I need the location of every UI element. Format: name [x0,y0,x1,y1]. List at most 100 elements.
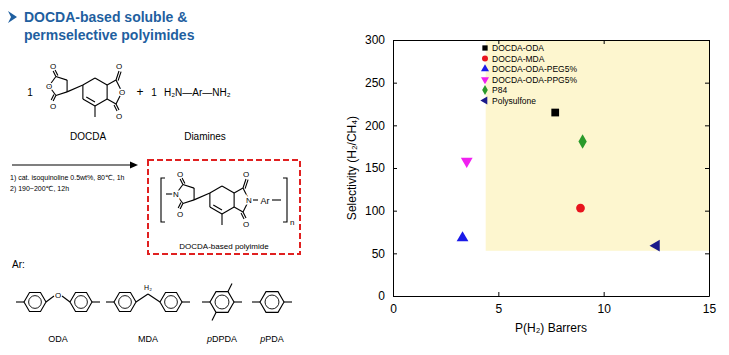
bond [107,99,116,104]
atom: O [116,112,122,121]
ar-group-name: MDA [138,334,158,344]
bond [183,200,194,204]
tick-mark [705,40,709,41]
bond [222,186,234,193]
bond [148,294,160,302]
shaded-region [486,40,709,251]
bond [183,184,194,188]
aromatic-circle [165,296,178,309]
aromatic-circle [119,296,132,309]
atom: O [177,170,183,179]
coefficient: 1 [27,87,33,98]
aromatic-circle [29,296,42,309]
bullet [8,11,17,23]
tick-label: 50 [372,247,386,261]
ar-group-name: pDPDA [206,334,237,344]
tick-mark [705,125,709,126]
bracket [283,178,287,222]
tick-label: 0 [390,302,397,316]
ar-label: Ar: [12,259,25,270]
bond [222,207,234,214]
bond [221,214,222,225]
y-right-axis [705,41,710,297]
bond [284,301,292,302]
x-tick: 10 [597,292,611,316]
bond [234,301,242,302]
bond [178,203,181,209]
point [650,240,660,252]
bond [194,193,210,200]
bond [209,193,210,207]
y-tick: 50 [372,247,397,261]
bond [95,78,107,85]
bond [272,199,281,200]
diamine-name: Diamines [184,131,226,142]
tick-mark [705,211,709,212]
tick-label: 0 [378,289,385,303]
tick-mark [604,40,605,44]
bond [194,188,195,200]
legend-symbol [482,85,488,95]
ring [260,292,284,313]
atom: O [116,62,122,71]
ar: Ar [261,196,270,206]
ar-group-name: pPDA [259,334,284,344]
y-tick: 250 [365,76,397,90]
bond [213,205,222,210]
bond [212,312,216,320]
y-axis: 050100150200250300 [365,33,397,303]
atom: O [46,82,52,91]
atom: O [243,220,249,229]
legend-entry: DOCDA-MDA [492,54,545,64]
bond [82,85,83,99]
bond [62,296,70,302]
ring [210,292,234,313]
formula: H₂N—Ar—NH₂ [164,87,231,98]
slide-title: permselective polyimides [24,27,195,43]
legend-entry: DOCDA-ODA-PEG5% [492,64,577,74]
x-axis: 0 5 10 15 [390,292,716,316]
ring [160,292,182,311]
bond [253,199,258,200]
atom: N [173,190,179,199]
bond [106,301,114,302]
bond [51,95,54,101]
ring [70,292,92,311]
bond [92,301,100,302]
bond [107,85,108,99]
bond [234,193,235,207]
y-tick: 0 [378,289,397,303]
bond [118,72,121,81]
tick-mark [393,211,397,212]
y-right-tick [705,125,709,126]
tick-label: 150 [365,161,385,175]
bond [86,97,95,102]
x-tick: 5 [495,292,502,316]
ring [114,292,136,311]
tick-label: 300 [365,33,385,47]
bond [16,301,24,302]
bond [107,80,116,85]
legend-entry: DOCDA-ODA-PPG5% [492,75,577,85]
bond [234,207,243,212]
y-axis-title: Selectivity (H₂/CH₄) [345,116,359,220]
tick-mark [393,125,397,126]
legend-symbol [481,64,489,71]
slide-title: DOCDA-based soluble & [24,9,187,25]
product-box [148,160,300,254]
atom: H₂ [144,284,152,291]
atom: N [246,196,252,205]
x-top-tick [604,40,605,44]
axis-line [394,40,710,41]
coefficient: 1 [151,87,157,98]
tick-label: 5 [495,302,502,316]
aromatic-circle [75,296,88,309]
ar-group-name: ODA [48,334,68,344]
bond [136,294,148,302]
point [551,109,559,117]
tick-label: 15 [703,302,717,316]
bond [182,301,190,302]
aromatic-circle [215,295,229,309]
tick-mark [705,253,709,254]
y-right-tick [705,296,709,297]
